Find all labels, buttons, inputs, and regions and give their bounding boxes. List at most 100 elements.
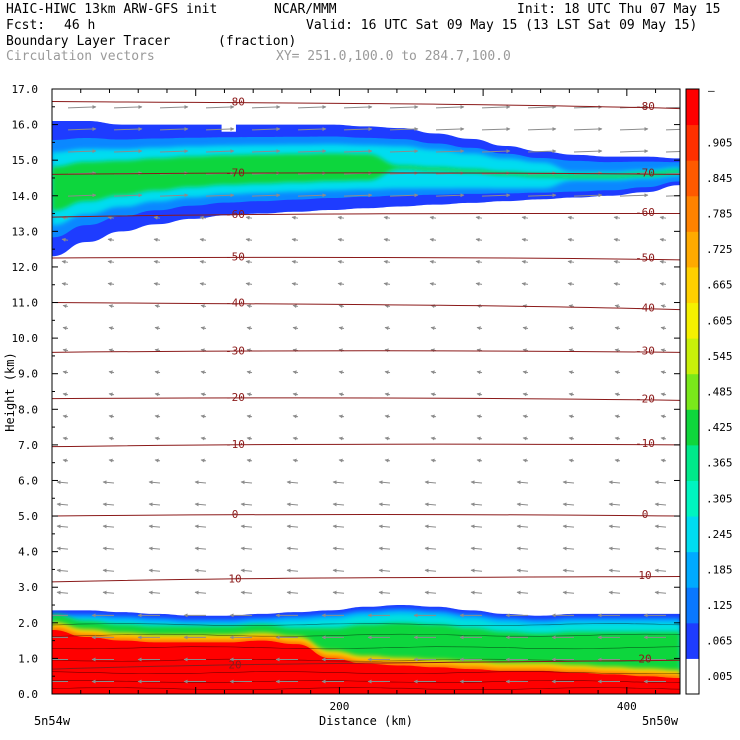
- vector-arrow: [476, 370, 483, 375]
- vector-arrow: [297, 104, 327, 109]
- vector-arrow: [107, 237, 115, 242]
- contour-label: 0: [232, 508, 239, 521]
- vector-arrow: [383, 215, 391, 220]
- vector-arrow: [659, 281, 667, 286]
- vector-arrow: [384, 458, 391, 463]
- vector-arrow: [67, 193, 97, 198]
- colorbar-label: .125: [706, 599, 733, 612]
- y-tick-label: 12.0: [12, 261, 39, 274]
- vector-arrow: [619, 149, 649, 154]
- vector-arrow: [102, 502, 115, 507]
- contour-label: 20: [638, 653, 651, 666]
- vector-arrow: [516, 524, 529, 529]
- vector-arrow: [476, 392, 483, 397]
- vector-arrow: [286, 590, 299, 595]
- vector-arrow: [338, 436, 345, 441]
- vector-arrow: [608, 480, 621, 485]
- vector-arrow: [343, 193, 373, 198]
- colorbar-swatch: [686, 266, 699, 304]
- vector-arrow: [562, 590, 575, 595]
- boundary-layer-red: [52, 629, 680, 694]
- forecast-label: Fcst:: [6, 18, 46, 33]
- vector-arrow: [567, 259, 575, 264]
- vector-arrow: [613, 259, 621, 264]
- contour-line: [52, 212, 680, 218]
- vector-arrow: [516, 502, 529, 507]
- colorbar-label: .185: [706, 563, 733, 576]
- colorbar-swatch: [686, 89, 699, 126]
- vector-arrow: [573, 193, 603, 198]
- vector-arrow: [107, 215, 115, 220]
- contour-label: 10: [228, 572, 241, 585]
- contour-line: [52, 172, 680, 175]
- vector-arrow: [148, 480, 161, 485]
- y-axis: 0.0 1.0 2.0 3.0 4.0 5.0 6.0 7.0 8.0 9.0 10.0 11.0 12…: [12, 83, 680, 701]
- contour-label: -60: [225, 208, 245, 221]
- vector-arrow: [384, 392, 391, 397]
- vector-arrow: [384, 304, 391, 309]
- y-tick-label: 15.0: [12, 154, 39, 167]
- vector-arrow: [153, 237, 161, 242]
- vector-arrow: [435, 127, 465, 132]
- vector-arrow: [568, 370, 575, 375]
- vector-arrow: [665, 195, 680, 197]
- y-tick-label: 9.0: [18, 368, 38, 381]
- vector-arrow: [343, 127, 373, 132]
- vector-arrow: [153, 281, 161, 286]
- vector-arrow: [475, 259, 483, 264]
- vector-arrow: [240, 590, 253, 595]
- colorbar-swatch: [686, 124, 699, 161]
- vector-arrow: [292, 370, 299, 375]
- vector-arrow: [562, 502, 575, 507]
- vector-arrow: [614, 414, 621, 419]
- vector-arrow: [240, 546, 253, 551]
- vector-arrow: [332, 568, 345, 573]
- contour-label: -20: [225, 391, 245, 404]
- vector-arrow: [568, 304, 575, 309]
- vector-arrow: [481, 104, 511, 109]
- vector-arrow: [199, 215, 207, 220]
- vector-arrow: [246, 436, 253, 441]
- y-tick-label: 3.0: [18, 581, 38, 594]
- vector-arrow: [660, 392, 667, 397]
- vector-arrow: [113, 149, 143, 154]
- vector-arrow: [205, 193, 235, 198]
- vector-arrow: [475, 215, 483, 220]
- model-level-line: [52, 687, 680, 691]
- vector-arrow: [153, 259, 161, 264]
- vector-arrow: [660, 304, 667, 309]
- vector-arrow: [383, 259, 391, 264]
- vector-arrow: [200, 348, 207, 353]
- vector-arrow: [291, 281, 299, 286]
- colorbar-label: .545: [706, 350, 733, 363]
- vector-arrow: [337, 281, 345, 286]
- vector-arrow: [108, 304, 115, 309]
- y-tick-label: 7.0: [18, 439, 38, 452]
- contour-line: [52, 350, 680, 353]
- y-tick-label: 11.0: [12, 297, 39, 310]
- vector-arrow: [522, 392, 529, 397]
- vector-arrow: [660, 326, 667, 331]
- colorbar-swatch: [686, 658, 699, 695]
- vector-arrow: [522, 436, 529, 441]
- colorbar-label: .305: [706, 492, 733, 505]
- vector-arrow: [424, 502, 437, 507]
- vector-arrow: [430, 392, 437, 397]
- vector-arrow: [614, 326, 621, 331]
- contour-label: -10: [225, 438, 245, 451]
- contour-line: [52, 659, 680, 670]
- vector-arrow: [67, 127, 97, 132]
- vector-arrow: [568, 348, 575, 353]
- vector-arrow: [62, 436, 69, 441]
- contour-label: -80: [225, 96, 245, 109]
- vector-arrow: [205, 149, 235, 154]
- colorbar-label: .245: [706, 528, 733, 541]
- contour-line: [52, 576, 680, 583]
- vector-arrow: [384, 414, 391, 419]
- colorbar-label: .785: [706, 208, 733, 221]
- vector-arrow: [424, 524, 437, 529]
- vector-arrow: [613, 281, 621, 286]
- colorbar-swatch: [686, 444, 699, 481]
- vector-arrow: [246, 370, 253, 375]
- colorbar-swatch: [686, 160, 699, 197]
